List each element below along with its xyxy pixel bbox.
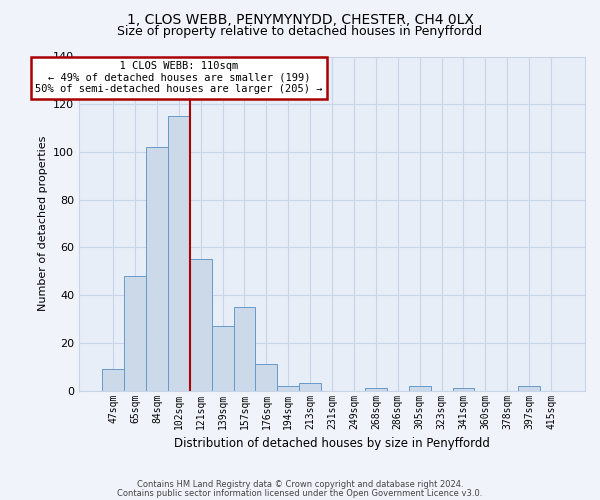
Bar <box>168 116 190 390</box>
Bar <box>190 260 212 390</box>
Text: 1, CLOS WEBB, PENYMYNYDD, CHESTER, CH4 0LX: 1, CLOS WEBB, PENYMYNYDD, CHESTER, CH4 0… <box>127 12 473 26</box>
Bar <box>146 147 168 390</box>
Bar <box>452 388 475 390</box>
X-axis label: Distribution of detached houses by size in Penyffordd: Distribution of detached houses by size … <box>174 437 490 450</box>
Bar <box>212 326 233 390</box>
Bar <box>256 364 277 390</box>
Y-axis label: Number of detached properties: Number of detached properties <box>38 136 47 312</box>
Bar <box>409 386 431 390</box>
Bar <box>277 386 299 390</box>
Bar <box>518 386 540 390</box>
Bar <box>365 388 387 390</box>
Bar <box>124 276 146 390</box>
Bar <box>233 307 256 390</box>
Text: 1 CLOS WEBB: 110sqm  
← 49% of detached houses are smaller (199)
50% of semi-det: 1 CLOS WEBB: 110sqm ← 49% of detached ho… <box>35 62 323 94</box>
Text: Contains public sector information licensed under the Open Government Licence v3: Contains public sector information licen… <box>118 488 482 498</box>
Bar <box>102 369 124 390</box>
Bar <box>299 384 321 390</box>
Text: Contains HM Land Registry data © Crown copyright and database right 2024.: Contains HM Land Registry data © Crown c… <box>137 480 463 489</box>
Text: Size of property relative to detached houses in Penyffordd: Size of property relative to detached ho… <box>118 25 482 38</box>
